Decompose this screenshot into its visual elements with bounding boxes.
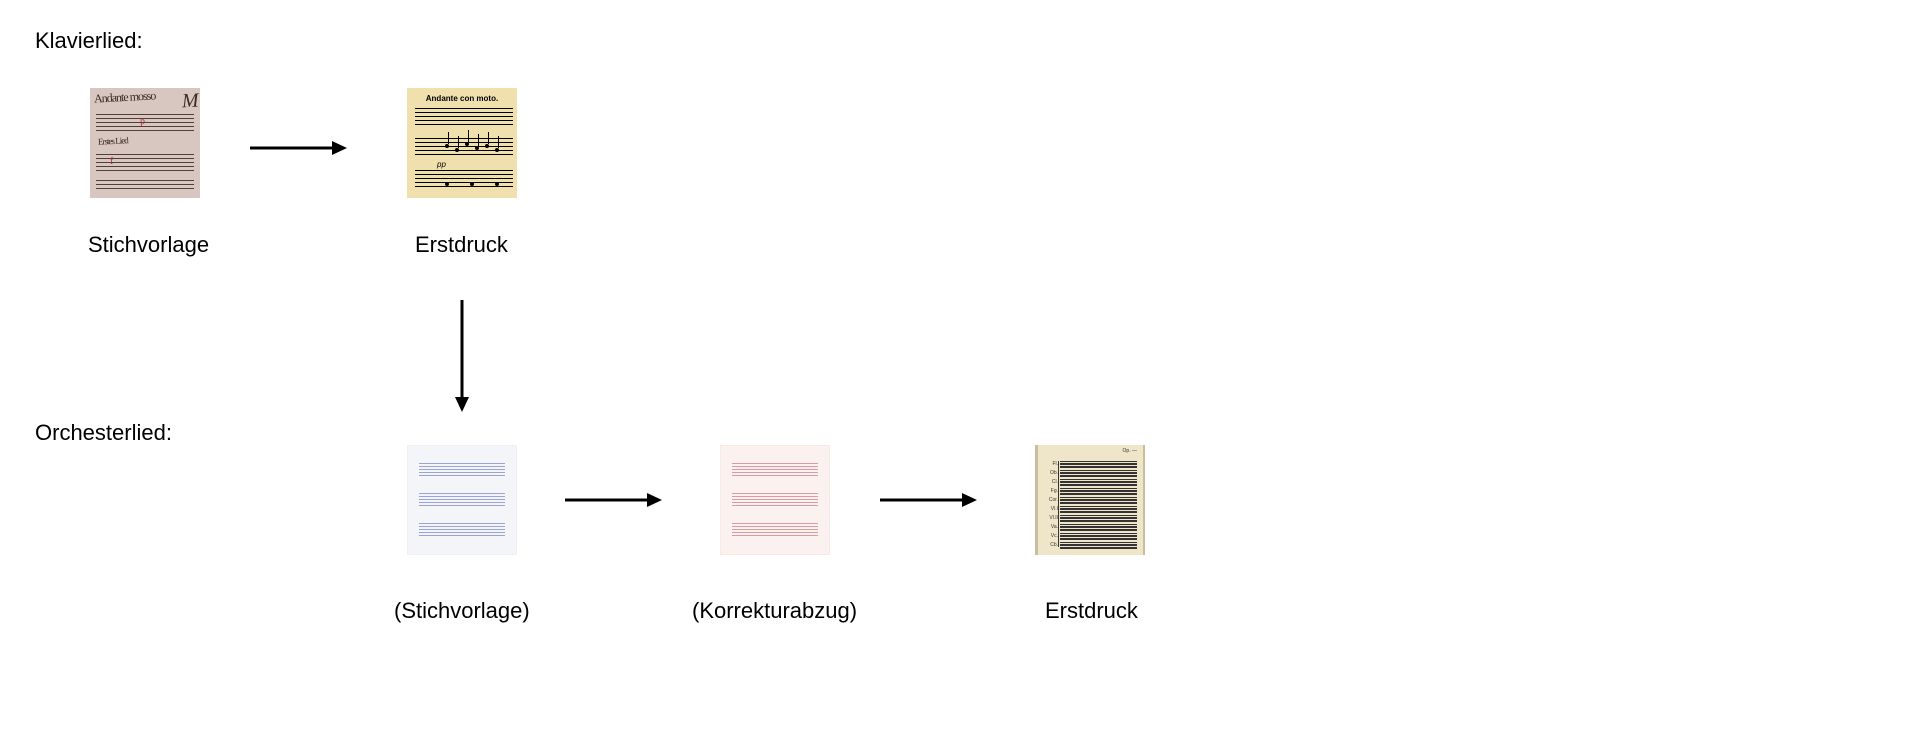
section-label-klavierlied: Klavierlied:	[35, 28, 143, 54]
caption-stichvorlage-klavierlied: Stichvorlage	[88, 232, 209, 258]
thumb-korrekturabzug	[720, 445, 830, 555]
thumb-stichvorlage-klavierlied: Andante mosso M p Erstes Lied f	[90, 88, 200, 198]
caption-korrekturabzug: (Korrekturabzug)	[692, 598, 857, 624]
arrow-korrekturabzug-to-erstdruck-orch	[880, 490, 980, 510]
print-tempo-heading: Andante con moto.	[407, 94, 517, 103]
caption-stichvorlage-orchesterlied: (Stichvorlage)	[394, 598, 530, 624]
caption-erstdruck-orchesterlied: Erstdruck	[1045, 598, 1138, 624]
section-label-orchesterlied: Orchesterlied:	[35, 420, 172, 446]
diagram-canvas: Klavierlied: Orchesterlied: Andante moss…	[0, 0, 1920, 754]
thumb-erstdruck-orchesterlied: Op. — Fl. Ob. Cl. Fg. Cor. Vl.I Vl.II Va…	[1035, 445, 1145, 555]
thumb-stichvorlage-orchesterlied	[407, 445, 517, 555]
caption-erstdruck-klavierlied: Erstdruck	[415, 232, 508, 258]
arrow-erstdruck-kl-to-stichvorlage-orch	[452, 300, 472, 415]
arrow-stichvorlage-orch-to-korrekturabzug	[565, 490, 665, 510]
arrow-stichvorlage-to-erstdruck-kl	[250, 138, 350, 158]
thumb-erstdruck-klavierlied: Andante con moto. pp	[407, 88, 517, 198]
